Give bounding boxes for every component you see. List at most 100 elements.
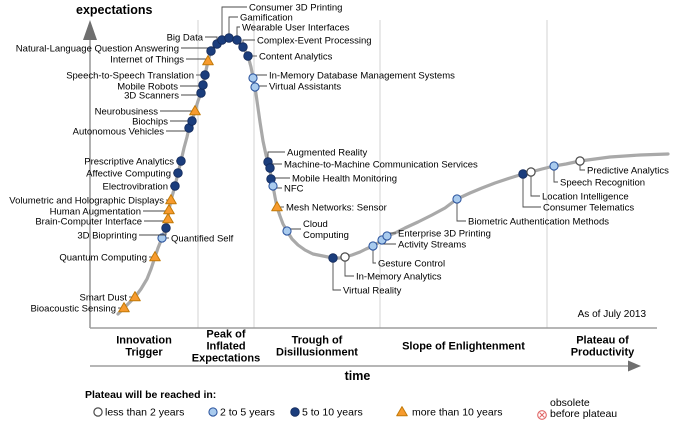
tech-quantum-computing: Quantum Computing [59, 251, 161, 264]
tech-smart-dust: Smart Dust [79, 291, 141, 304]
tech-marker-brain-computer-interface [162, 213, 174, 224]
tech-affective-computing: Affective Computing [86, 168, 183, 180]
legend-label-more-than-10-years: more than 10 years [412, 407, 502, 419]
legend-item-obsolete: obsolete before plateau [537, 397, 617, 420]
leader-line-speech-recognition [553, 166, 558, 183]
tech-mesh-networks-sensor: Mesh Networks: Sensor [271, 201, 387, 214]
tech-label-electrovibration: Electrovibration [103, 182, 168, 193]
tech-label-quantum-computing: Quantum Computing [59, 253, 147, 264]
tech-marker-internet-of-things [202, 55, 214, 66]
tech-label-big-data: Big Data [167, 33, 204, 44]
tech-virtual-assistants: Virtual Assistants [250, 82, 341, 93]
tech-label-enterprise-3d-printing: Enterprise 3D Printing [398, 229, 491, 240]
tech-label-natural-language-question-answering: Natural-Language Question Answering [16, 44, 179, 55]
time-axis-arrow-icon [628, 360, 641, 372]
tech-label-biometric-authentication-methods: Biometric Authentication Methods [468, 217, 609, 228]
tech-label-mobile-robots: Mobile Robots [117, 82, 178, 93]
tech-label-virtual-reality: Virtual Reality [343, 286, 402, 297]
tech-label-affective-computing: Affective Computing [86, 169, 171, 180]
tech-label-augmented-reality: Augmented Reality [287, 148, 368, 159]
phase-label-peak-of: Peak of Inflated Expectations [192, 329, 260, 365]
legend-marker-white-icon [93, 407, 103, 417]
legend-item-less-than-2-years: less than 2 years [93, 407, 184, 419]
tech-marker-biochips [187, 116, 197, 126]
tech-marker-machine-to-machine-communication-services [265, 163, 275, 173]
tech-marker-quantum-computing [149, 251, 161, 262]
tech-wearable-user-interfaces: Wearable User Interfaces [232, 23, 350, 45]
leader-line-consumer-telematics [522, 174, 541, 208]
legend-marker-light-icon [208, 407, 218, 417]
legend-heading: Plateau will be reached in: [85, 389, 217, 401]
tech-label-wearable-user-interfaces: Wearable User Interfaces [242, 23, 350, 34]
tech-autonomous-vehicles: Autonomous Vehicles [73, 123, 194, 138]
tech-marker-gamification [224, 33, 234, 43]
leader-line-biometric-authentication-methods [456, 199, 466, 222]
tech-quantified-self: Quantified Self [157, 233, 234, 245]
tech-marker-biometric-authentication-methods [452, 194, 462, 204]
tech-marker-3d-bioprinting [161, 223, 171, 233]
tech-marker-mobile-robots [198, 80, 208, 90]
legend-label-5-to-10-years: 5 to 10 years [302, 407, 363, 419]
tech-label-location-intelligence: Location Intelligence [542, 192, 629, 203]
tech-marker-prescriptive-analytics [176, 156, 186, 166]
tech-marker-speech-recognition [549, 161, 559, 171]
tech-machine-to-machine-communication-services: Machine-to-Machine Communication Service… [265, 160, 478, 173]
tech-content-analytics: Content Analytics [243, 51, 333, 63]
tech-label-machine-to-machine-communication-services: Machine-to-Machine Communication Service… [284, 160, 478, 171]
tech-label-in-memory-database-management-systems: In-Memory Database Management Systems [269, 71, 455, 82]
tech-neurobusiness: Neurobusiness [95, 105, 201, 118]
tech-label-prescriptive-analytics: Prescriptive Analytics [84, 157, 174, 168]
tech-marker-natural-language-question-answering [206, 46, 216, 56]
tech-biometric-authentication-methods: Biometric Authentication Methods [452, 194, 609, 228]
tech-marker-content-analytics [243, 51, 253, 61]
tech-label-autonomous-vehicles: Autonomous Vehicles [73, 127, 165, 138]
tech-marker-electrovibration [170, 181, 180, 191]
tech-marker-in-memory-analytics [340, 252, 350, 262]
tech-marker-neurobusiness [189, 105, 201, 116]
tech-in-memory-database-management-systems: In-Memory Database Management Systems [248, 71, 455, 83]
tech-label-volumetric-and-holographic-displays: Volumetric and Holographic Displays [9, 196, 164, 207]
tech-marker-predictive-analytics [575, 156, 585, 166]
tech-brain-computer-interface: Brain-Computer Interface [35, 213, 174, 228]
tech-marker-speech-to-speech-translation [200, 70, 210, 80]
tech-3d-bioprinting: 3D Bioprinting [77, 223, 171, 242]
tech-label-mesh-networks-sensor: Mesh Networks: Sensor [286, 203, 387, 214]
tech-label-brain-computer-interface: Brain-Computer Interface [35, 217, 142, 228]
tech-marker-quantified-self [157, 233, 167, 243]
tech-marker-wearable-user-interfaces [232, 35, 242, 45]
legend-label-less-than-2-years: less than 2 years [105, 407, 184, 419]
tech-label-speech-recognition: Speech Recognition [560, 178, 645, 189]
tech-label-predictive-analytics: Predictive Analytics [587, 166, 669, 177]
tech-prescriptive-analytics: Prescriptive Analytics [84, 156, 186, 168]
tech-label-in-memory-analytics: In-Memory Analytics [356, 272, 442, 283]
tech-marker-in-memory-database-management-systems [248, 73, 258, 83]
tech-marker-mesh-networks-sensor [271, 201, 283, 212]
tech-nfc: NFC [268, 181, 304, 195]
tech-label-3d-scanners: 3D Scanners [124, 91, 179, 102]
tech-volumetric-and-holographic-displays: Volumetric and Holographic Displays [9, 194, 177, 207]
tech-bioacoustic-sensing: Bioacoustic Sensing [30, 302, 130, 315]
legend-label-obsolete: obsolete before plateau [550, 397, 617, 420]
tech-biochips: Biochips [132, 116, 197, 128]
legend-marker-triangle-icon [396, 406, 408, 417]
tech-label-complex-event-processing: Complex-Event Processing [257, 36, 372, 47]
tech-label-virtual-assistants: Virtual Assistants [269, 82, 341, 93]
x-axis-label: time [344, 369, 371, 383]
tech-label-bioacoustic-sensing: Bioacoustic Sensing [30, 304, 116, 315]
leader-line-gamification [228, 16, 238, 38]
tech-marker-virtual-assistants [250, 82, 260, 92]
phase-label-slope-of-enlightenment: Slope of Enlightenment [402, 341, 525, 353]
tech-marker-nfc [268, 181, 278, 191]
tech-label-biochips: Biochips [132, 117, 168, 128]
tech-label-gesture-control: Gesture Control [378, 259, 445, 270]
tech-label-quantified-self: Quantified Self [171, 234, 234, 245]
tech-marker-enterprise-3d-printing [382, 231, 392, 241]
tech-marker-3d-scanners [196, 88, 206, 98]
phase-label-innovation: Innovation Trigger [116, 335, 172, 359]
tech-label-content-analytics: Content Analytics [259, 52, 333, 63]
tech-predictive-analytics: Predictive Analytics [575, 156, 669, 177]
tech-speech-to-speech-translation: Speech-to-Speech Translation [66, 70, 210, 82]
legend-marker-dark-icon [290, 407, 300, 417]
leader-line-location-intelligence [530, 172, 540, 197]
